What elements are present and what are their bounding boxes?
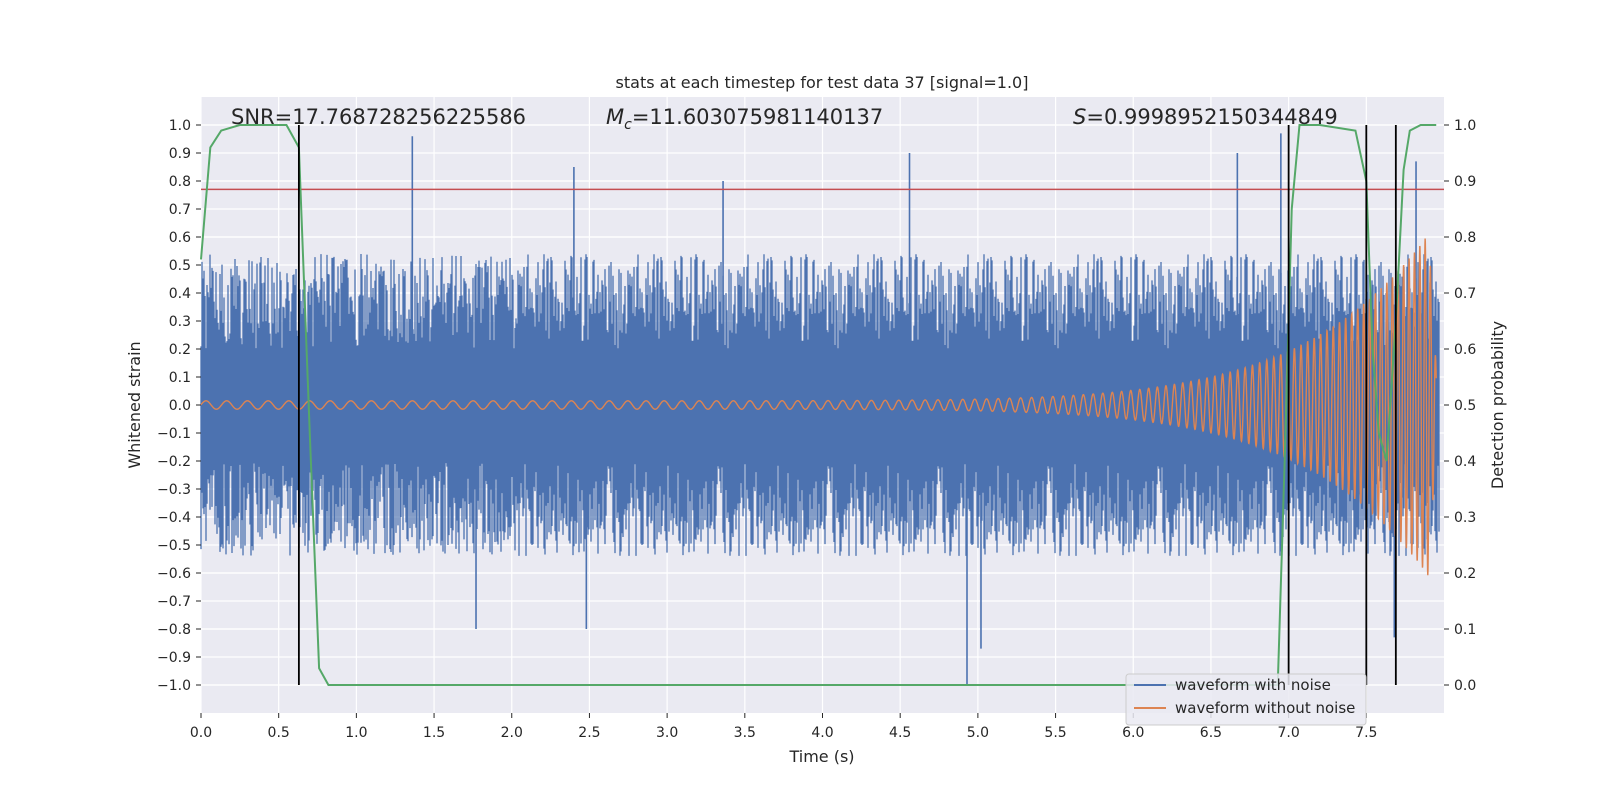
y2-tick-label: 0.8 [1454,230,1476,246]
x-tick-label: 0.5 [268,725,290,741]
y2-tick-label: 0.5 [1454,398,1476,414]
y-tick-label: −0.4 [157,510,191,526]
y-axis-label: Whitened strain [125,341,144,468]
s-annotation: S=0.9998952150344849 [1073,105,1338,129]
y-tick-label: −0.9 [157,650,191,666]
x-tick-label: 5.0 [967,725,989,741]
x-tick-label: 6.5 [1200,725,1222,741]
y2-tick-label: 0.4 [1454,454,1476,470]
y2-tick-label: 0.6 [1454,342,1476,358]
y-tick-label: 0.6 [169,230,191,246]
s-value: =0.9998952150344849 [1086,105,1337,129]
y2-tick-label: 1.0 [1454,118,1476,134]
chart-title: stats at each timestep for test data 37 … [616,73,1029,92]
y-tick-label: −0.8 [157,622,191,638]
chirp-trace [200,238,1437,576]
y-tick-label: 0.3 [169,314,191,330]
mc-symbol: M [606,105,624,129]
y2-tick-label: 0.1 [1454,622,1476,638]
x-tick-label: 4.0 [811,725,833,741]
y-tick-label: −1.0 [157,678,191,694]
y-tick-label: 0.7 [169,202,191,218]
y2-tick-label: 0.9 [1454,174,1476,190]
y2-tick-label: 0.2 [1454,566,1476,582]
x-tick-label: 7.0 [1277,725,1299,741]
x-tick-label: 5.5 [1044,725,1066,741]
y-tick-label: −0.5 [157,538,191,554]
x-tick-label: 0.0 [190,725,212,741]
y-tick-label: 0.4 [169,286,191,302]
x-tick-label: 1.5 [423,725,445,741]
y2-tick-label: 0.7 [1454,286,1476,302]
x-tick-label: 6.0 [1122,725,1144,741]
y-tick-label: −0.6 [157,566,191,582]
x-tick-label: 2.5 [578,725,600,741]
y2-axis-ticks: 0.0 0.1 0.2 0.3 0.4 0.5 0.6 0.7 0.8 0.9 1.0 [1444,118,1476,694]
y-tick-label: −0.2 [157,454,191,470]
y-tick-label: 0.8 [169,174,191,190]
detection-vlines [297,125,1397,685]
y-axis-ticks: −1.0 −0.9 −0.8 −0.7 −0.6 −0.5 −0.4 −0.3 −0.2 −0.1… [157,118,201,694]
y-tick-label: 0.9 [169,146,191,162]
y-tick-label: −0.3 [157,482,191,498]
mc-subscript: c [624,117,632,133]
legend-box [1125,673,1367,726]
x-tick-label: 1.0 [345,725,367,741]
mc-annotation: Mc=11.603075981140137 [606,105,883,133]
legend-label-noise: waveform with noise [1175,676,1331,694]
y-tick-label: 0.2 [169,342,191,358]
x-tick-label: 7.5 [1355,725,1377,741]
x-tick-label: 3.5 [734,725,756,741]
x-tick-label: 4.5 [889,725,911,741]
y-tick-label: 0.0 [169,398,191,414]
mc-value: =11.603075981140137 [632,105,883,129]
legend: waveform with noise waveform without noi… [1125,673,1367,726]
s-symbol: S [1073,105,1086,129]
y2-tick-label: 0.3 [1454,510,1476,526]
x-axis-label: Time (s) [788,747,854,766]
noise-trace [200,253,1440,556]
y-tick-label: 0.1 [169,370,191,386]
y-tick-label: 0.5 [169,258,191,274]
x-tick-label: 2.0 [501,725,523,741]
series-waveform-without-noise [200,238,1437,576]
x-tick-label: 3.0 [656,725,678,741]
snr-annotation: SNR=17.768728256225586 [231,105,526,129]
y-tick-label: 1.0 [169,118,191,134]
legend-label-clean: waveform without noise [1175,699,1355,717]
y-tick-label: −0.1 [157,426,191,442]
y2-axis-label: Detection probability [1488,321,1507,489]
y-tick-label: −0.7 [157,594,191,610]
y2-tick-label: 0.0 [1454,678,1476,694]
